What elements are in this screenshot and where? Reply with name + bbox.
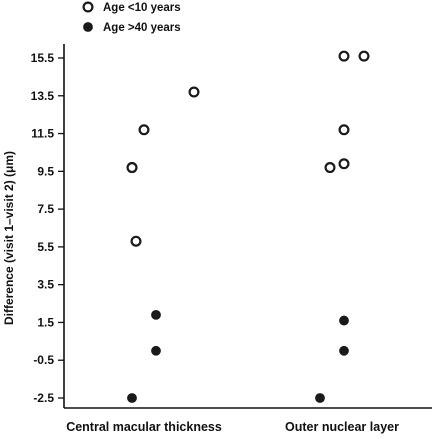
data-point-age-over-40 — [315, 393, 325, 403]
data-point-age-under-10 — [324, 162, 336, 174]
x-category-label: Central macular thickness — [66, 420, 222, 434]
y-axis-title: Difference (visit 1–visit 2) (μm) — [2, 151, 16, 325]
y-tick-label: 9.5 — [37, 164, 54, 178]
legend-marker-open — [82, 1, 94, 13]
data-point-age-under-10 — [188, 86, 200, 98]
data-point-age-under-10 — [130, 235, 142, 247]
data-point-age-under-10 — [338, 158, 350, 170]
y-tick-label: -0.5 — [33, 353, 54, 367]
data-point-age-over-40 — [339, 345, 349, 356]
data-point-age-under-10 — [338, 124, 350, 136]
y-tick-label: 7.5 — [37, 202, 54, 216]
legend-marker-filled — [83, 22, 93, 32]
data-point-age-over-40 — [339, 315, 349, 326]
y-tick-label: 3.5 — [37, 278, 54, 292]
data-point-age-over-40 — [151, 345, 161, 356]
y-tick-label: 11.5 — [31, 127, 54, 141]
y-tick-label: 1.5 — [37, 315, 54, 329]
data-points — [126, 50, 370, 403]
y-tick-label: 5.5 — [37, 240, 54, 254]
y-tick-label: 15.5 — [31, 51, 55, 65]
legend: Age <10 years Age >40 years — [82, 1, 181, 34]
data-point-age-under-10 — [126, 162, 138, 174]
x-axis: Central macular thickness Outer nuclear l… — [64, 407, 432, 434]
y-axis: 15.5 13.5 11.5 9.5 7.5 5.5 3.5 1.5 -0.5 -2.5 Diffe… — [2, 44, 65, 408]
data-point-age-over-40 — [151, 309, 161, 320]
x-category-label: Outer nuclear layer — [285, 420, 399, 434]
data-point-age-under-10 — [138, 124, 150, 136]
y-tick-label: 13.5 — [31, 89, 55, 103]
y-tick-label: -2.5 — [33, 391, 54, 405]
data-point-age-under-10 — [338, 50, 350, 62]
legend-label: Age <10 years — [103, 2, 181, 14]
legend-label: Age >40 years — [103, 22, 181, 34]
data-point-age-over-40 — [127, 393, 137, 403]
data-point-age-under-10 — [358, 50, 370, 62]
